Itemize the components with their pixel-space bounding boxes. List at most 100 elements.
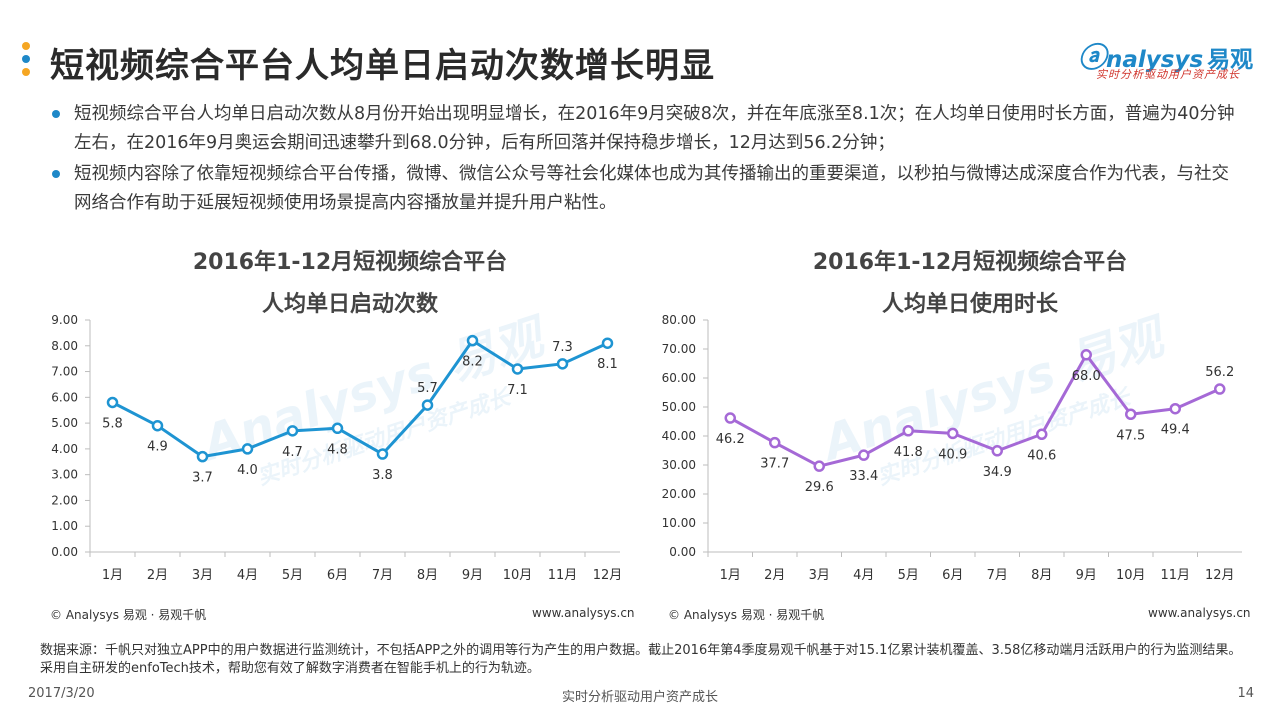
right-data-point — [947, 427, 959, 440]
right-series-line — [729, 353, 1221, 468]
left-data-label: 3.7 — [192, 471, 213, 486]
right-chart-title-line1: 2016年1-12月短视频综合平台 — [812, 250, 1128, 275]
footer-slogan: 实时分析驱动用户资产成长 — [561, 690, 718, 705]
right-data-point — [1169, 402, 1181, 415]
left-data-point — [331, 422, 344, 435]
right-y-tick-label: 0.00 — [669, 545, 696, 559]
left-data-label: 4.9 — [147, 440, 168, 455]
left-x-tick-label: 5月 — [282, 568, 303, 583]
bullet-list: 短视频综合平台人均单日启动次数从8月份开始出现明显增长，在2016年9月突破8次… — [50, 100, 1240, 220]
left-data-label: 8.2 — [462, 355, 483, 370]
right-x-tick-label: 5月 — [898, 568, 919, 583]
left-x-tick-label: 8月 — [417, 568, 438, 583]
left-x-tick-label: 4月 — [237, 568, 258, 583]
right-url: www.analysys.cn — [1148, 606, 1251, 620]
right-y-tick-label: 60.00 — [662, 371, 696, 385]
left-data-point — [511, 363, 524, 375]
right-data-point — [858, 449, 870, 461]
left-data-label: 8.1 — [597, 357, 618, 372]
left-x-tick-label: 12月 — [593, 568, 620, 583]
bullet-text-2: 短视频内容除了依靠短视频综合平台传播，微博、微信公众号等社会化媒体也成为其传播输… — [74, 164, 1229, 213]
right-data-point — [813, 460, 825, 472]
right-x-tick-label: 4月 — [853, 568, 874, 583]
right-data-point — [1125, 408, 1137, 420]
data-source-note: 数据来源：千帆只对独立APP中的用户数据进行监测统计，不包括APP之外的调用等行… — [40, 643, 1242, 676]
right-x-tick-label: 8月 — [1031, 568, 1052, 583]
right-y-tick-label: 80.00 — [662, 313, 696, 327]
right-data-point — [769, 436, 781, 449]
logo-name: nalysys — [1106, 47, 1204, 73]
left-x-tick-label: 6月 — [327, 568, 348, 583]
left-y-tick-label: 7.00 — [51, 365, 78, 379]
right-x-tick-label: 11月 — [1160, 568, 1190, 583]
left-data-point — [196, 450, 209, 463]
bullet-dot-icon — [52, 110, 60, 118]
right-data-label: 46.2 — [716, 432, 745, 447]
right-data-label: 47.5 — [1116, 428, 1145, 443]
right-data-point — [902, 425, 914, 437]
right-data-label: 29.6 — [805, 480, 834, 495]
left-url: www.analysys.cn — [532, 606, 635, 620]
left-y-tick-label: 0.00 — [51, 545, 78, 559]
left-x-tick-label: 11月 — [548, 568, 578, 583]
right-y-tick-label: 70.00 — [662, 342, 696, 356]
left-data-point — [376, 448, 389, 460]
left-data-point — [286, 425, 299, 437]
right-x-tick-label: 10月 — [1116, 568, 1146, 583]
left-data-point — [106, 396, 119, 409]
right-y-tick-label: 50.00 — [662, 400, 696, 414]
logo-cn: 易观 — [1207, 47, 1254, 73]
left-data-point — [151, 419, 164, 432]
logo-a-icon: ⓐ — [1078, 41, 1107, 74]
right-data-label: 49.4 — [1161, 423, 1190, 438]
left-data-label: 3.8 — [372, 468, 393, 483]
left-x-tick-label: 1月 — [102, 568, 123, 583]
right-data-label: 40.9 — [938, 447, 967, 462]
right-y-tick-label: 30.00 — [662, 458, 696, 472]
left-data-label: 4.7 — [282, 445, 303, 460]
bullet-text-1: 短视频综合平台人均单日启动次数从8月份开始出现明显增长，在2016年9月突破8次… — [74, 104, 1235, 153]
left-data-point — [421, 399, 434, 411]
right-data-label: 40.6 — [1027, 448, 1056, 463]
left-y-tick-label: 4.00 — [51, 442, 78, 456]
left-chart-title-line2: 人均单日启动次数 — [261, 292, 438, 317]
logo-wordmark: ⓐnalysys 易观 — [1078, 36, 1253, 76]
page-title: 短视频综合平台人均单日启动次数增长明显 — [50, 46, 715, 86]
left-y-tick-label: 9.00 — [51, 313, 78, 327]
left-y-tick-label: 1.00 — [51, 519, 78, 533]
title-decoration — [22, 42, 32, 81]
right-y-tick-label: 10.00 — [662, 516, 696, 530]
left-y-tick-label: 2.00 — [51, 493, 78, 507]
left-data-point — [241, 443, 254, 455]
bullet-item: 短视频内容除了依靠短视频综合平台传播，微博、微信公众号等社会化媒体也成为其传播输… — [50, 160, 1240, 218]
right-y-tick-label: 40.00 — [662, 429, 696, 443]
left-x-tick-label: 2月 — [147, 568, 168, 583]
right-data-label: 41.8 — [894, 445, 923, 460]
right-x-tick-label: 6月 — [942, 568, 963, 583]
left-chart-title: 2016年1-12月短视频综合平台 人均单日启动次数 — [130, 242, 570, 326]
usage-time-line-chart: 0.00 10.00 20.00 30.00 40.00 50.00 60.00 70.00 8… — [662, 313, 1242, 583]
right-data-point — [1080, 349, 1092, 361]
right-x-tick-label: 3月 — [809, 568, 830, 583]
right-x-tick-label: 12月 — [1205, 568, 1235, 583]
left-data-label: 7.1 — [507, 383, 528, 398]
page-number: 14 — [1237, 686, 1254, 701]
right-data-point — [1214, 383, 1226, 395]
right-x-tick-label: 1月 — [720, 568, 741, 583]
left-series-line — [111, 339, 609, 459]
right-data-label: 68.0 — [1072, 369, 1101, 384]
right-data-label: 37.7 — [760, 457, 789, 472]
left-data-point — [556, 358, 569, 370]
launch-count-line-chart: 0.00 1.00 2.00 3.00 4.00 5.00 6.00 7.00 8.00 9.00… — [51, 313, 620, 583]
right-chart-title: 2016年1-12月短视频综合平台 人均单日使用时长 — [750, 242, 1190, 326]
logo-slogan: 实时分析驱动用户资产成长 — [1096, 68, 1240, 81]
left-data-label: 4.8 — [327, 442, 348, 457]
left-data-point — [466, 334, 479, 347]
right-chart-title-line2: 人均单日使用时长 — [881, 292, 1058, 317]
bullet-item: 短视频综合平台人均单日启动次数从8月份开始出现明显增长，在2016年9月突破8次… — [50, 100, 1240, 158]
left-y-tick-label: 6.00 — [51, 390, 78, 404]
right-data-point — [724, 412, 736, 424]
left-y-tick-label: 3.00 — [51, 468, 78, 482]
left-data-label: 4.0 — [237, 463, 258, 478]
left-x-tick-label: 3月 — [192, 568, 213, 583]
